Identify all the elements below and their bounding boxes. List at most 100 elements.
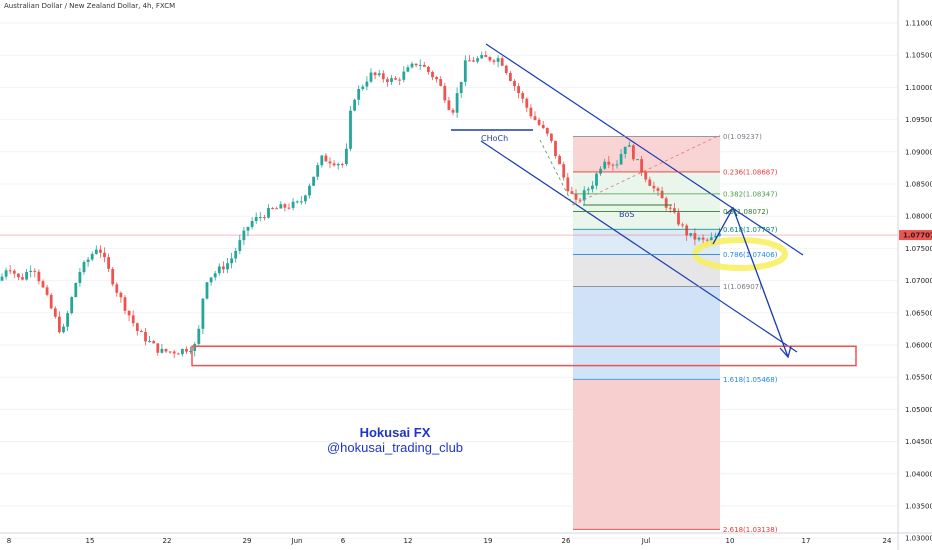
time-tick-label: 8 bbox=[7, 537, 11, 545]
fib-band-1618-2618 bbox=[573, 379, 720, 530]
candle-body bbox=[377, 73, 381, 76]
price-axis[interactable]: 1.11000 1.10500 1.10000 1.09500 1.09000 1.085… bbox=[897, 0, 932, 550]
candle-body bbox=[373, 72, 377, 76]
fib-label: 1.618(1.05468) bbox=[723, 376, 778, 384]
candle-body bbox=[127, 310, 131, 316]
candle-body bbox=[90, 253, 94, 260]
candle-body bbox=[398, 79, 402, 81]
highlight-ellipse bbox=[692, 237, 788, 271]
candle-body bbox=[447, 100, 451, 110]
candle-body bbox=[304, 195, 307, 202]
candle-body bbox=[381, 73, 385, 80]
price-tick-label: 1.09000 bbox=[905, 148, 932, 156]
fib-label: 0.5(1.08072) bbox=[723, 208, 769, 216]
candle-body bbox=[533, 116, 537, 120]
candle-body bbox=[82, 261, 86, 273]
candle-body bbox=[78, 272, 82, 283]
candle-body bbox=[45, 287, 49, 295]
candle-body bbox=[656, 188, 660, 191]
candle-body bbox=[472, 60, 475, 62]
projection-arrowhead bbox=[779, 345, 792, 359]
candle-body bbox=[21, 277, 24, 280]
candle-body bbox=[267, 208, 270, 218]
candle-body bbox=[463, 60, 467, 82]
candle-body bbox=[693, 233, 697, 240]
candle-body bbox=[144, 332, 147, 342]
candle-body bbox=[529, 107, 533, 117]
price-tick-label: 1.08000 bbox=[905, 213, 932, 221]
candle-body bbox=[418, 64, 422, 66]
candle-body bbox=[369, 72, 373, 82]
candle-body bbox=[189, 350, 192, 352]
candle-body bbox=[586, 189, 590, 191]
candle-body bbox=[37, 271, 41, 282]
candle-body bbox=[607, 161, 611, 165]
candle-body bbox=[164, 348, 168, 352]
candle-body bbox=[320, 155, 324, 166]
candle-body bbox=[328, 161, 332, 164]
candle-body bbox=[8, 270, 12, 272]
candle-body bbox=[685, 225, 689, 236]
candle-body bbox=[386, 79, 389, 82]
price-tick-label: 1.04500 bbox=[905, 438, 932, 446]
candle-body bbox=[361, 86, 365, 89]
candle-body bbox=[345, 148, 348, 164]
candle-body bbox=[234, 250, 238, 259]
price-tick-label: 1.05000 bbox=[905, 406, 932, 414]
candle-body bbox=[558, 156, 561, 165]
candle-body bbox=[455, 93, 459, 113]
candle-body bbox=[681, 224, 684, 226]
candle-body bbox=[644, 172, 648, 180]
fib-label: 1(1.06907) bbox=[723, 283, 762, 291]
candle-body bbox=[242, 230, 246, 241]
candle-body bbox=[111, 268, 115, 285]
candle-body bbox=[714, 236, 717, 238]
candle-body bbox=[500, 58, 504, 66]
price-tick-label: 1.03000 bbox=[905, 535, 932, 543]
candle-body bbox=[431, 71, 434, 78]
candle-body bbox=[168, 351, 172, 353]
time-tick-label: 6 bbox=[341, 537, 346, 545]
candle-body bbox=[115, 284, 119, 293]
candle-body bbox=[29, 270, 33, 272]
candle-body bbox=[525, 98, 529, 108]
candle-body bbox=[131, 315, 135, 324]
candle-body bbox=[275, 208, 279, 210]
candle-body bbox=[611, 164, 615, 166]
candle-body bbox=[332, 163, 336, 166]
candle-body bbox=[390, 78, 393, 82]
candle-body bbox=[701, 237, 705, 240]
candle-body bbox=[107, 257, 110, 269]
candle-body bbox=[148, 341, 151, 343]
candle-body bbox=[517, 86, 520, 94]
candle-body bbox=[603, 161, 607, 169]
price-tick-label: 1.08500 bbox=[905, 181, 932, 189]
candle-body bbox=[197, 328, 201, 344]
candle-body bbox=[582, 190, 586, 201]
fib-band-0-0236 bbox=[573, 136, 720, 172]
candle-body bbox=[422, 64, 426, 67]
time-tick-label: Jul bbox=[641, 537, 651, 545]
candle-body bbox=[439, 79, 443, 86]
candle-body bbox=[250, 220, 254, 227]
grid bbox=[0, 22, 898, 539]
candle-body bbox=[135, 323, 139, 332]
candle-body bbox=[283, 204, 287, 208]
candle-body bbox=[652, 185, 656, 189]
candle-body bbox=[660, 190, 664, 199]
candle-body bbox=[172, 351, 176, 354]
candle-body bbox=[226, 263, 229, 270]
time-axis[interactable]: 8 15 22 29 Jun 6 12 19 26 Jul 10 17 24 bbox=[0, 532, 932, 545]
candle-body bbox=[74, 282, 78, 298]
candle-body bbox=[33, 270, 37, 272]
candle-body bbox=[574, 193, 578, 200]
candle-body bbox=[443, 85, 447, 101]
candle-body bbox=[222, 266, 225, 270]
price-tick-label: 1.06500 bbox=[905, 309, 932, 317]
candle-body bbox=[615, 164, 619, 166]
candle-body bbox=[591, 185, 594, 190]
price-tick-label: 1.04000 bbox=[905, 470, 932, 478]
candle-body bbox=[238, 240, 242, 251]
candle-body bbox=[459, 81, 463, 94]
